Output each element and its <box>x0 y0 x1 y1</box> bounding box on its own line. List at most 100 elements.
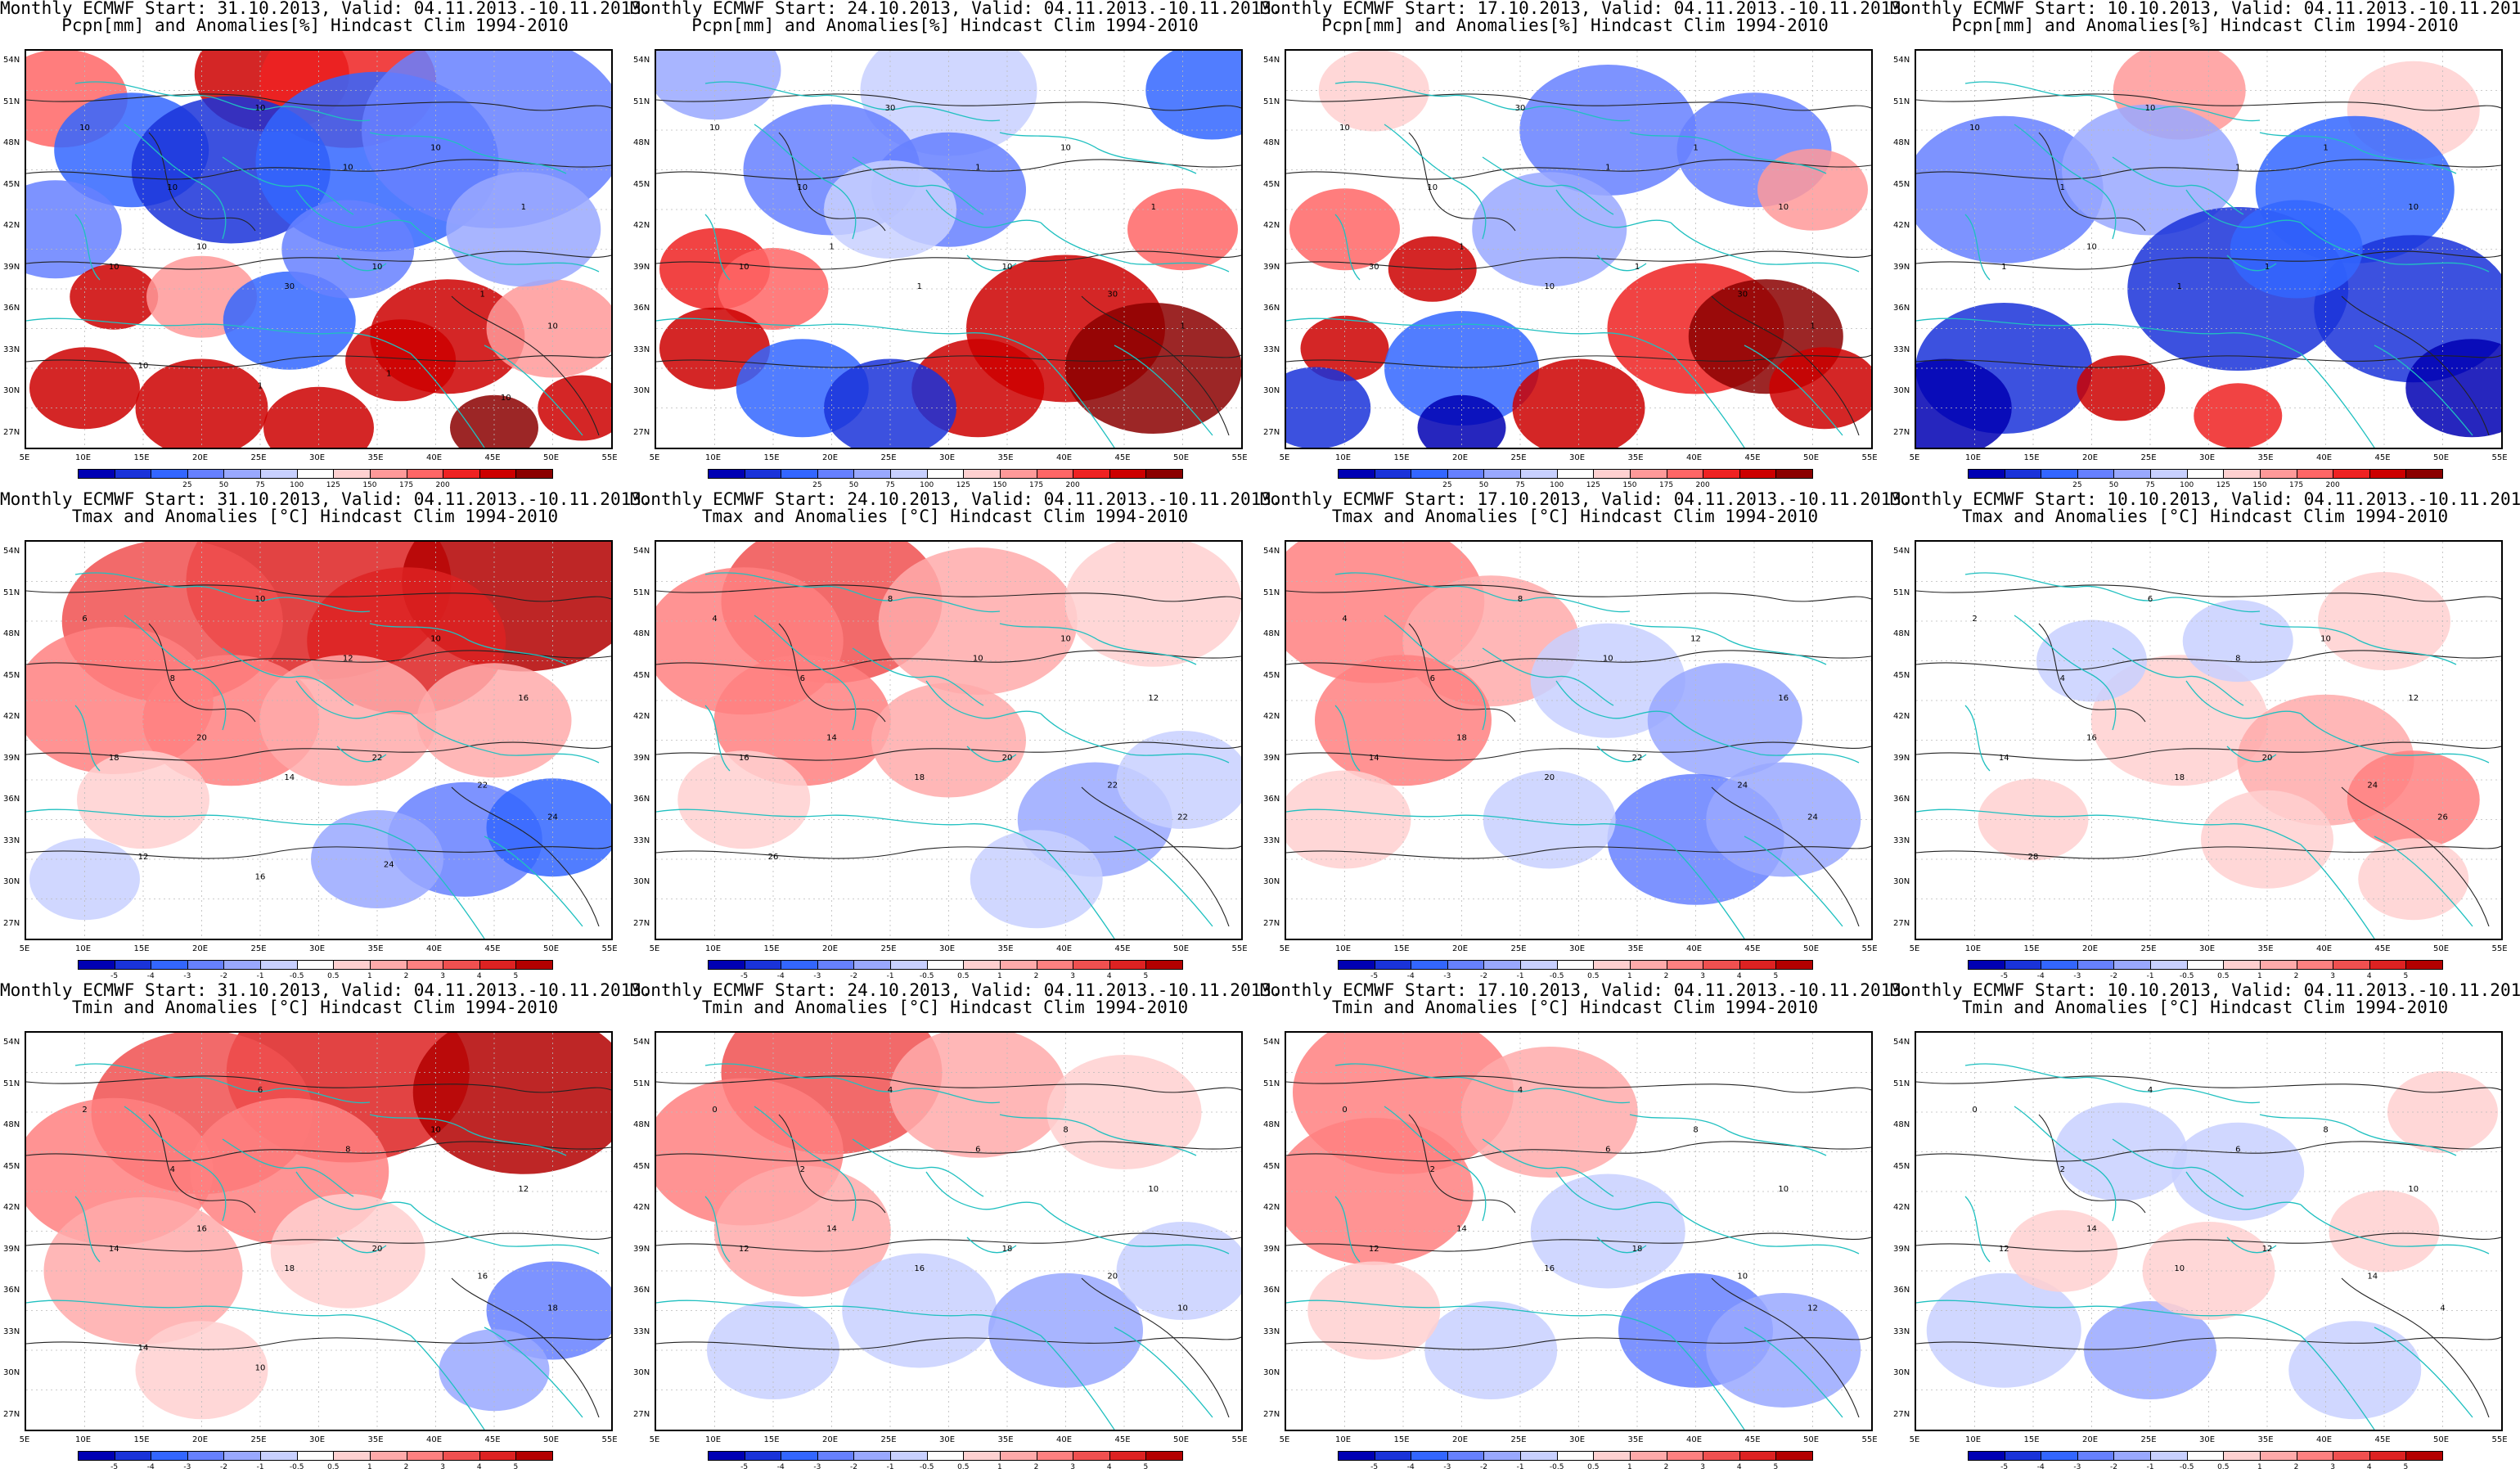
map-title-line2: Tmax and Anomalies [°C] Hindcast Clim 19… <box>1331 507 1819 526</box>
longitude-tick-label: 55E <box>2491 453 2508 462</box>
anomaly-region <box>2405 339 2501 438</box>
contour-label: 4 <box>712 615 717 624</box>
colorbar-tick-label: -4 <box>1406 1463 1415 1471</box>
latitude-tick-label: 27N <box>1893 919 1910 928</box>
contour-line <box>1286 93 1871 111</box>
coastline <box>2300 353 2375 448</box>
colorbar-segment <box>369 1451 407 1461</box>
coastline <box>1964 1063 2261 1104</box>
longitude-tick-label: 10E <box>704 453 722 462</box>
colorbar-segment <box>1775 469 1813 479</box>
contour-label: 16 <box>518 694 529 703</box>
coastline <box>1670 1335 1745 1430</box>
longitude-tick-label: 45E <box>1114 453 1131 462</box>
colorbar-segment <box>443 1451 480 1461</box>
contour-label: 10 <box>1339 124 1350 133</box>
colorbar-segment <box>2223 469 2261 479</box>
anomaly-region <box>2077 355 2166 421</box>
colorbar-tick-label: 0.5 <box>2217 1463 2230 1471</box>
coastline <box>2014 124 2117 240</box>
contour-label: 18 <box>914 773 925 782</box>
contour-line <box>1286 250 1871 270</box>
longitude-tick-label: 15E <box>133 944 150 953</box>
latitude-tick-label: 51N <box>1893 1079 1910 1088</box>
latitude-tick-label: 27N <box>1263 919 1280 928</box>
coastline <box>1286 318 1672 354</box>
colorbar-tick-label: 4 <box>2366 1463 2372 1471</box>
colorbar <box>78 1451 553 1461</box>
anomaly-region <box>26 180 122 279</box>
longitude-tick-label: 40E <box>1055 944 1073 953</box>
latitude-tick-label: 39N <box>1893 1244 1910 1254</box>
anomaly-region <box>677 750 811 849</box>
contour-label: 12 <box>1999 1245 2009 1254</box>
contour-label: 10 <box>1778 1185 1789 1194</box>
latitude-tick-label: 33N <box>633 1327 650 1336</box>
contour-label: 10 <box>109 263 119 272</box>
contour-line <box>26 650 611 671</box>
latitude-tick-label: 30N <box>1893 877 1910 887</box>
contour-label: 10 <box>1002 263 1013 272</box>
map-panel: Monthly ECMWF Start: 17.10.2013, Valid: … <box>1260 982 1912 1473</box>
coastline <box>2226 1237 2277 1254</box>
longitude-tick-label: 50E <box>1802 1435 1820 1444</box>
contour-label: 8 <box>1063 1125 1068 1134</box>
colorbar-tick-label: -1 <box>886 972 894 980</box>
latitude-tick-label: 51N <box>1263 97 1280 106</box>
latitude-tick-label: 54N <box>1893 1038 1910 1047</box>
colorbar-segment <box>2333 960 2370 970</box>
colorbar-segment <box>1556 469 1595 479</box>
coastline <box>26 1300 412 1336</box>
longitude-tick-label: 20E <box>1451 1435 1469 1444</box>
latitude-tick-label: 54N <box>1893 547 1910 556</box>
colorbar-segment <box>1968 469 2005 479</box>
latitude-tick-label: 42N <box>1263 712 1280 722</box>
map-frame: 10 10 10 10 10 1 10 10 30 10 1 10 10 1 1 10 <box>25 49 613 449</box>
contour-label: 12 <box>739 1245 749 1254</box>
coastline <box>124 1106 227 1222</box>
colorbar-tick-label: 100 <box>2180 481 2194 489</box>
colorbar-tick-label: 200 <box>1695 481 1710 489</box>
colorbar-segment <box>2077 469 2115 479</box>
map-frame: 4 6 8 10 12 16 14 18 20 22 24 24 <box>1285 540 1873 940</box>
map-frame: 6 8 10 12 10 16 18 20 14 22 22 24 12 16 24 <box>25 540 613 940</box>
colorbar-segment <box>1775 960 1813 970</box>
coastline <box>1555 189 1672 228</box>
longitude-tick-label: 20E <box>821 453 839 462</box>
longitude-tick-label: 45E <box>2374 944 2391 953</box>
colorbar-tick-label: 4 <box>476 1463 482 1471</box>
map-title-line1: Monthly ECMWF Start: 31.10.2013, Valid: … <box>0 980 652 1000</box>
contour-label: 10 <box>1177 1304 1188 1313</box>
coastline <box>1334 705 1361 772</box>
latitude-tick-label: 42N <box>3 1203 20 1213</box>
colorbar-tick-label: -2 <box>219 972 227 980</box>
longitude-tick-label: 5E <box>19 453 30 462</box>
colorbar-segment <box>2186 1451 2225 1461</box>
contour-label: 2 <box>800 1165 805 1174</box>
colorbar-segment <box>515 960 553 970</box>
anomaly-region <box>412 1033 611 1174</box>
coastline <box>2300 222 2490 273</box>
colorbar-tick-label: 100 <box>1550 481 1564 489</box>
colorbar-segment <box>296 1451 335 1461</box>
longitude-tick-label: 25E <box>880 453 897 462</box>
colorbar-segment <box>781 469 818 479</box>
anomaly-map: 10 10 30 1 10 1 10 1 1 10 30 1 <box>656 51 1241 448</box>
coastline <box>1334 1196 1361 1263</box>
coastline <box>74 214 101 281</box>
longitude-tick-label: 50E <box>2432 453 2450 462</box>
contour-label: 4 <box>1518 1086 1523 1095</box>
colorbar-segment <box>333 469 371 479</box>
longitude-tick-label: 10E <box>74 1435 92 1444</box>
coastline <box>1964 705 1991 772</box>
colorbar-tick-label: 4 <box>1736 972 1742 980</box>
colorbar-segment <box>2333 469 2370 479</box>
latitude-tick-label: 45N <box>1893 179 1910 189</box>
latitude-tick-label: 45N <box>633 179 650 189</box>
longitude-tick-label: 55E <box>1231 1435 1248 1444</box>
longitude-tick-label: 20E <box>1451 944 1469 953</box>
anomaly-region <box>860 51 1037 156</box>
colorbar-segment <box>114 1451 152 1461</box>
latitude-tick-label: 42N <box>3 712 20 722</box>
contour-label: 26 <box>768 853 779 862</box>
